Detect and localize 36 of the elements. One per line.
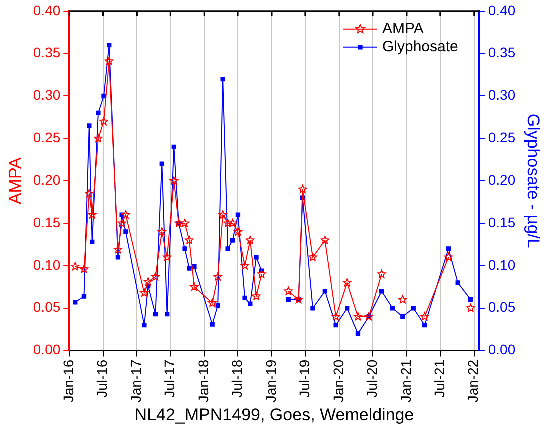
x-tick-label: Jul-18 bbox=[228, 360, 245, 398]
y2-tick-label: 0.15 bbox=[488, 214, 516, 230]
x-tick-label: Jan-22 bbox=[465, 360, 482, 403]
y2-tick-label: 0.35 bbox=[488, 44, 516, 61]
x-tick-label: Jan-16 bbox=[60, 360, 77, 403]
y-tick-label: 0.05 bbox=[33, 299, 61, 316]
y-tick-label: 0.10 bbox=[33, 256, 61, 273]
y-tick-label: 0.15 bbox=[33, 214, 61, 230]
y2-tick-label: 0.20 bbox=[488, 172, 516, 188]
legend-label: AMPA bbox=[382, 20, 424, 38]
y-tick-label: 0.40 bbox=[33, 2, 61, 18]
y-tick-label: 0.25 bbox=[33, 130, 61, 146]
x-tick-label: Jan-17 bbox=[128, 360, 144, 403]
y-tick-label: 0.00 bbox=[33, 342, 61, 358]
y2-tick-label: 0.25 bbox=[488, 130, 516, 146]
legend-label: Glyphosate bbox=[382, 38, 458, 56]
x-tick-label: Jul-21 bbox=[431, 360, 448, 398]
y2-tick-label: 0.05 bbox=[488, 299, 516, 316]
x-tick-label: Jan-20 bbox=[330, 360, 346, 403]
x-tick-label: Jan-18 bbox=[195, 360, 212, 403]
y2-axis-title: Glyphosate - µg/L bbox=[524, 114, 544, 248]
x-tick-label: Jul-16 bbox=[94, 360, 110, 398]
y2-tick-label: 0.10 bbox=[488, 256, 516, 273]
y2-tick-label: 0.40 bbox=[488, 2, 516, 18]
y-tick-label: 0.30 bbox=[33, 87, 61, 104]
x-tick-label: Jan-21 bbox=[398, 360, 414, 403]
x-tick-label: Jul-20 bbox=[364, 360, 380, 398]
x-tick-label: Jul-19 bbox=[296, 360, 312, 398]
x-tick-label: Jan-19 bbox=[262, 360, 279, 403]
y2-tick-label: 0.30 bbox=[488, 87, 516, 104]
x-tick-label: Jul-17 bbox=[162, 360, 178, 398]
y-tick-label: 0.35 bbox=[33, 44, 61, 61]
y-axis-title: AMPA bbox=[6, 156, 25, 205]
x-axis-title: NL42_MPN1499, Goes, Wemeldinge bbox=[134, 405, 414, 424]
y2-tick-label: 0.00 bbox=[488, 342, 516, 358]
y-tick-label: 0.20 bbox=[33, 172, 61, 188]
